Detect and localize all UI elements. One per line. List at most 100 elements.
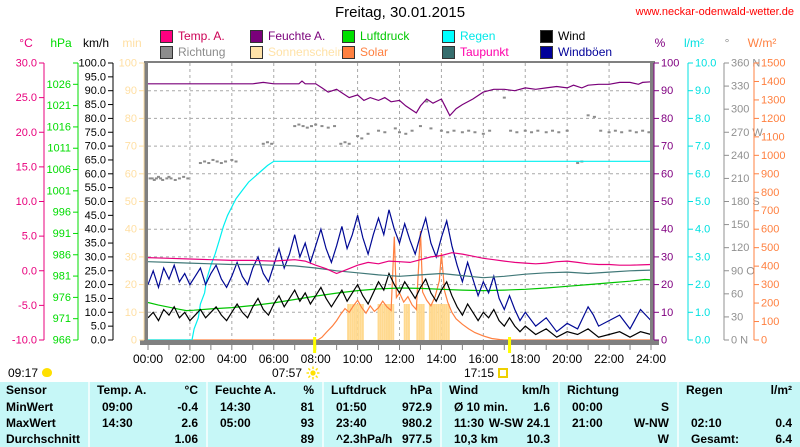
series-temp-a- [147, 252, 652, 275]
legend-column: Wind Windböen [540, 28, 635, 60]
cell-text-right: 81 [300, 399, 314, 414]
series-solar [148, 230, 651, 341]
tick-label: 20 [125, 279, 137, 291]
weather-chart: -10.0 -5.0 0.0 5.0 10.0 15.0 20.0 25.0 30.0 °C 966… [12, 36, 786, 366]
legend-label: Luftdruck [360, 29, 410, 43]
axis-°: 0 N 30 60 90 O 120 150 180 S 210 240 270 W 300 330 3… [723, 36, 763, 347]
tick-label: 50 [661, 196, 673, 208]
sunrise-time: 07:57 [272, 365, 303, 380]
tick-label: 8.0 [695, 113, 710, 125]
tick-label: 30.0 [16, 58, 37, 70]
legend-item-taupunkt: Taupunkt [442, 44, 537, 60]
tick-label: 9.0 [695, 85, 710, 97]
cell-text-left: 10,3 km [454, 431, 499, 446]
gridlines [148, 63, 651, 340]
cell-text-left: 05:00 [220, 415, 251, 430]
legend-swatch [540, 29, 553, 43]
tick-label: 10.0 [85, 307, 106, 319]
x-tick-label: 10:00 [343, 352, 373, 366]
legend-column: Feuchte A. Sonnenschein [250, 28, 345, 60]
table-group-header: Feuchte A.% [206, 382, 322, 399]
sun-markers [313, 337, 512, 353]
tick-label: -5.0 [18, 300, 37, 312]
legend-label: Wind [558, 29, 586, 43]
legend-swatch [342, 29, 355, 43]
legend-swatch [442, 29, 455, 43]
tick-label: 900 [761, 168, 779, 180]
moonrise-label: 09:17 [8, 366, 53, 380]
tick-label: 60 [661, 168, 673, 180]
series-windb-en [147, 209, 652, 333]
cell-text-left: 21:00 [572, 415, 603, 430]
cell-text-left: ^2.3hPa/h [336, 431, 393, 446]
table-row-label: Sensor [6, 383, 47, 397]
tick-label: 75.0 [85, 127, 106, 139]
tick-label: 60.0 [85, 168, 106, 180]
tick-label: 90 [661, 85, 673, 97]
tick-label: 4.0 [695, 224, 710, 236]
tick-label: 981 [53, 271, 71, 283]
tick-label: 5.0 [22, 231, 37, 243]
tick-label: 80 [661, 113, 673, 125]
tick-label: 1.0 [695, 307, 710, 319]
tick-label: 65.0 [85, 154, 106, 166]
cell-text-left: 02:10 [691, 415, 722, 430]
tick-label: 10.0 [695, 58, 716, 70]
legend-label: Richtung [178, 45, 226, 59]
legend-label: Taupunkt [460, 45, 509, 59]
tick-label: 0.0 [91, 335, 106, 347]
x-tick-label: 12:00 [384, 352, 414, 366]
legend-column: Temp. A. Richtung [160, 28, 255, 60]
tick-label: 5.0 [91, 321, 106, 333]
cell-text-left: 14:30 [102, 415, 133, 430]
tick-label: 1001 [47, 185, 71, 197]
cell-text-right: S [660, 399, 669, 414]
website-link[interactable]: www.neckar-odenwald-wetter.de [635, 6, 794, 18]
tick-label: 100 [661, 58, 679, 70]
legend-label: Sonnenschein [268, 45, 345, 59]
table-cell: 1.06 [88, 431, 206, 447]
tick-label: 15.0 [16, 161, 37, 173]
cell-text-right: 972.9 [401, 399, 432, 414]
series-wind [147, 271, 652, 338]
tick-label: 80 [125, 113, 137, 125]
tick-label: 600 [761, 224, 779, 236]
axis-unit-label: l/m² [684, 36, 704, 50]
sun-icon [306, 366, 320, 379]
cell-text-right: 980.2 [401, 415, 432, 430]
tick-label: 80.0 [85, 113, 106, 125]
table-cell: 14:30 81 [206, 399, 322, 415]
tick-label: 3.0 [695, 251, 710, 263]
tick-label: 7.0 [695, 141, 710, 153]
axis-hPa: 966 971 976 981 986 991 996 1001 1006 1011 1016 102… [47, 36, 79, 347]
cell-text-right: 2.6 [181, 415, 198, 430]
sunshine-bars [347, 303, 450, 340]
summary-table: Sensor Temp. A. °C Feuchte A.% Luftdruck hPa W… [0, 382, 800, 447]
legend-item-luftdruck: Luftdruck [342, 28, 437, 44]
tick-label: -10.0 [12, 335, 37, 347]
cell-text-left: 01:50 [336, 399, 367, 414]
sunset-time: 17:15 [464, 365, 495, 380]
legend-column: Luftdruck Solar [342, 28, 437, 60]
cell-text-right: °C [184, 383, 198, 397]
axis-unit-label: hPa [50, 36, 72, 50]
table-cell: W [558, 431, 677, 447]
moon-icon [42, 368, 53, 377]
tick-label: 1021 [47, 100, 71, 112]
x-tick-label: 06:00 [259, 352, 289, 366]
tick-label: 150 [731, 219, 749, 231]
cell-text-right: 0.4 [775, 415, 792, 430]
tick-label: 25.0 [85, 265, 106, 277]
x-tick-label: 02:00 [175, 352, 205, 366]
tick-label: 0 N [731, 335, 748, 347]
x-tick-label: 22:00 [594, 352, 624, 366]
tick-label: 45.0 [85, 210, 106, 222]
cell-text-left: Richtung [567, 383, 619, 397]
tick-label: 85.0 [85, 99, 106, 111]
tick-label: 55.0 [85, 182, 106, 194]
legend-label: Solar [360, 45, 389, 59]
tick-label: 20 [661, 279, 673, 291]
axis-%: 0 10 20 30 40 50 60 70 80 90 100% [653, 36, 679, 347]
cell-text-right: % [303, 383, 314, 397]
axis-unit-label: min [122, 36, 141, 50]
